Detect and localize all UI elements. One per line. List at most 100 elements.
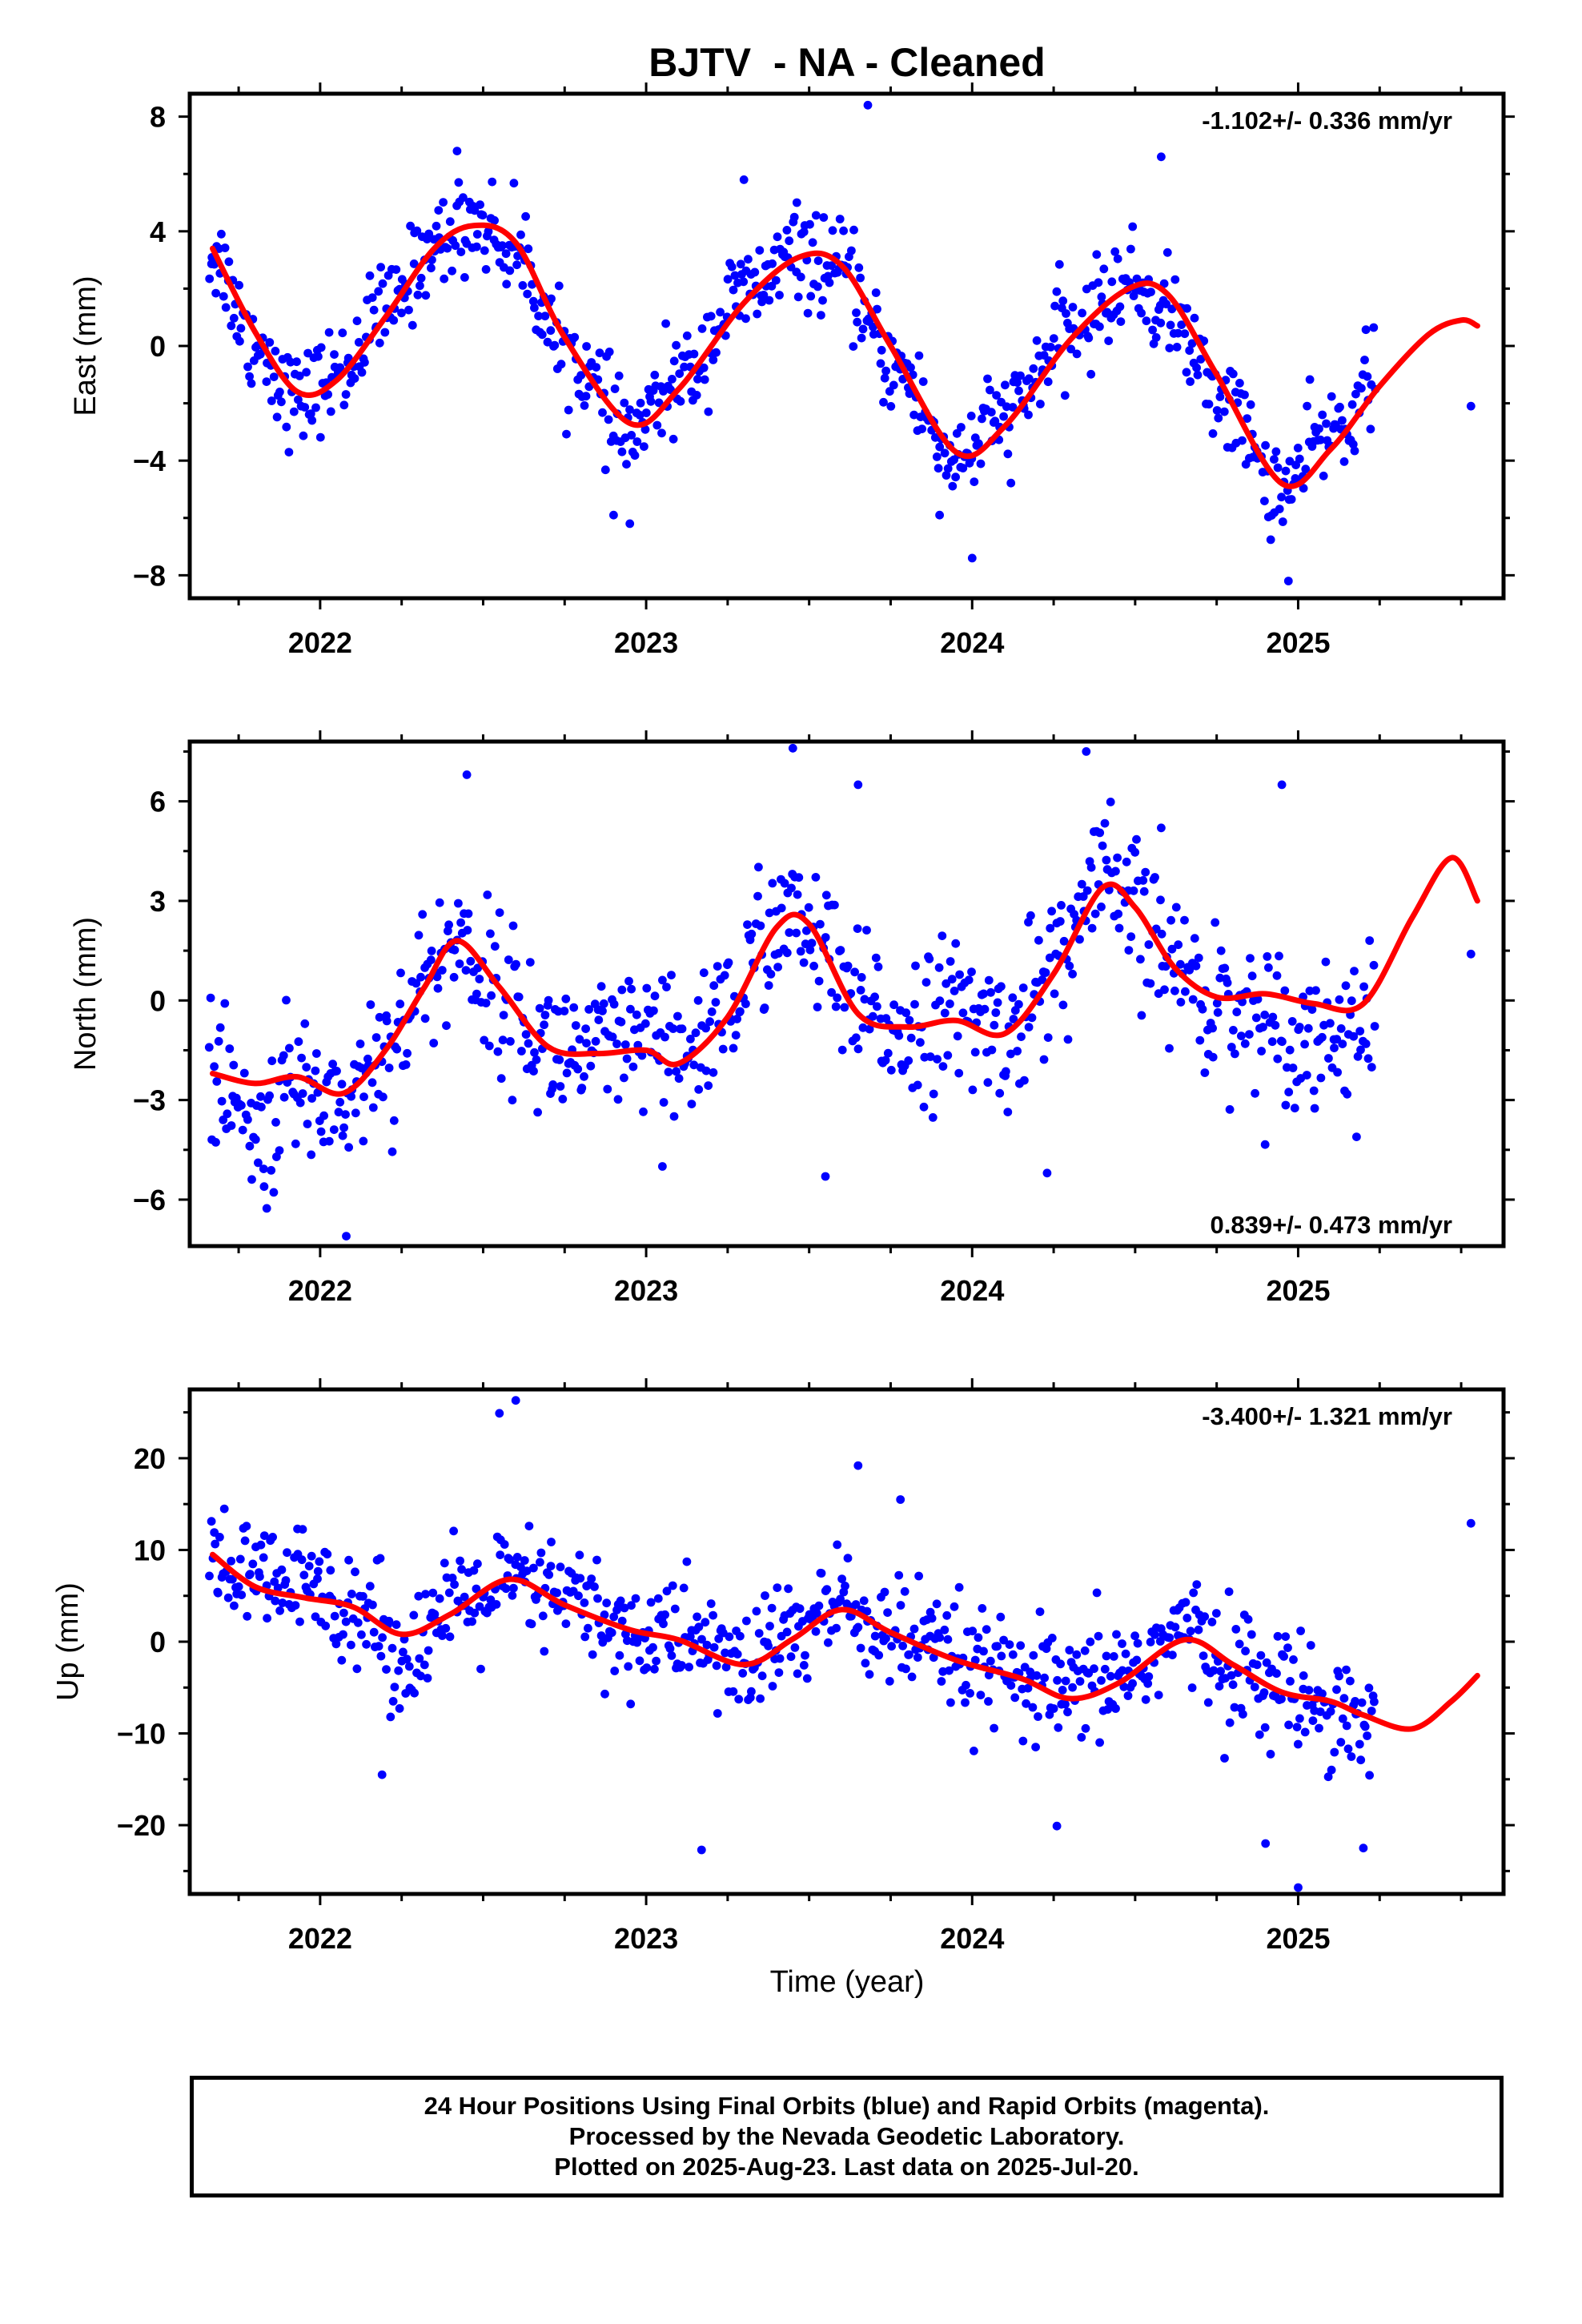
data-point — [852, 308, 861, 317]
data-point — [450, 1580, 459, 1589]
data-point — [357, 1630, 366, 1639]
data-point — [968, 1085, 978, 1095]
data-point — [1157, 929, 1166, 939]
data-point — [853, 1044, 863, 1054]
data-point — [1133, 1638, 1142, 1648]
data-point — [215, 1023, 225, 1032]
data-point — [1338, 416, 1347, 425]
data-point — [235, 1554, 245, 1564]
data-point — [604, 415, 613, 424]
data-point — [1056, 1659, 1065, 1669]
data-point — [757, 1671, 767, 1681]
data-point — [609, 510, 618, 520]
data-point — [919, 1102, 929, 1112]
data-point — [777, 903, 786, 913]
data-point — [1281, 1100, 1291, 1110]
data-point — [295, 1098, 305, 1108]
data-point — [524, 244, 533, 254]
data-point — [706, 1599, 716, 1608]
data-point — [901, 1664, 910, 1674]
data-point — [524, 1522, 534, 1530]
data-point — [607, 1628, 616, 1638]
data-point — [1318, 1032, 1327, 1042]
data-point — [1046, 343, 1055, 352]
data-point — [492, 1600, 501, 1609]
data-point — [275, 388, 284, 396]
data-point — [354, 338, 363, 347]
data-point — [830, 900, 839, 910]
data-point — [911, 961, 920, 971]
data-point — [540, 1011, 550, 1019]
y-tick-label: 0 — [150, 1626, 166, 1659]
data-point — [427, 947, 436, 955]
data-point — [1114, 923, 1124, 933]
data-point — [225, 1044, 235, 1053]
data-point — [1215, 1682, 1224, 1691]
data-point — [859, 1596, 869, 1606]
data-point — [790, 1643, 800, 1652]
data-point — [836, 946, 845, 955]
data-point — [905, 1015, 914, 1025]
data-point — [1156, 318, 1166, 328]
data-point — [1338, 1714, 1347, 1723]
data-point — [1262, 1658, 1271, 1667]
data-point — [462, 770, 472, 779]
data-point — [913, 1653, 922, 1663]
data-point — [439, 198, 448, 207]
data-point — [512, 1553, 522, 1562]
data-point — [368, 1600, 377, 1610]
data-point — [821, 1172, 830, 1181]
data-point — [1301, 464, 1311, 474]
data-point — [384, 1063, 394, 1072]
data-point — [682, 331, 692, 340]
data-point — [1278, 517, 1287, 526]
data-point — [753, 891, 762, 901]
data-point — [235, 280, 243, 290]
data-point — [337, 1080, 347, 1089]
data-point — [946, 1698, 955, 1707]
data-point — [1050, 301, 1059, 311]
data-point — [1159, 279, 1169, 288]
data-point — [470, 1608, 480, 1618]
panel-points — [205, 1396, 1476, 1892]
data-point — [1128, 1679, 1137, 1688]
data-point — [784, 1584, 793, 1594]
data-point — [694, 1622, 704, 1631]
data-point — [851, 1600, 861, 1609]
data-point — [547, 1538, 556, 1546]
data-point — [1330, 1043, 1339, 1052]
data-point — [627, 1601, 636, 1610]
data-point — [1082, 747, 1091, 756]
data-point — [789, 212, 799, 222]
data-point — [1130, 847, 1140, 857]
data-point — [571, 1021, 580, 1030]
data-point — [1047, 907, 1056, 916]
data-point — [1008, 1650, 1018, 1659]
data-point — [445, 1632, 455, 1642]
data-point — [421, 291, 431, 300]
data-point — [1310, 1104, 1319, 1113]
data-point — [582, 342, 591, 351]
data-point — [835, 215, 845, 223]
data-point — [1100, 818, 1110, 828]
data-point — [993, 1642, 1002, 1651]
data-point — [430, 1610, 440, 1619]
data-point — [705, 1017, 714, 1027]
data-point — [416, 281, 424, 291]
data-point — [516, 1562, 525, 1572]
data-point — [1318, 410, 1327, 420]
data-point — [355, 1039, 365, 1048]
data-point — [869, 322, 877, 332]
data-point — [576, 1574, 585, 1583]
data-point — [667, 1651, 677, 1660]
data-point — [429, 1039, 439, 1047]
data-point — [1194, 1625, 1203, 1634]
data-point — [506, 1037, 515, 1046]
data-point — [889, 1000, 898, 1010]
data-point — [805, 219, 814, 229]
data-point — [352, 1664, 362, 1674]
data-point — [796, 947, 805, 956]
data-point — [1066, 344, 1076, 354]
data-point — [235, 336, 244, 346]
data-point — [785, 928, 794, 937]
